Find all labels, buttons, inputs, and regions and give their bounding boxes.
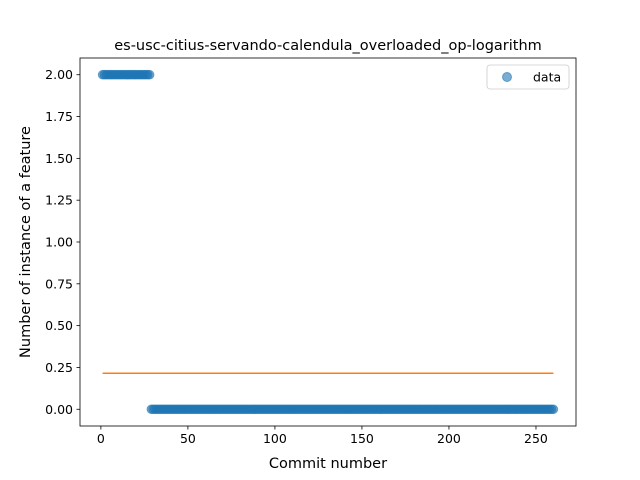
y-tick-label: 0.50 [45,318,73,333]
legend-label-data: data [533,70,561,85]
data-point [144,69,155,80]
legend: data [486,64,570,90]
y-tick-label: 0.25 [45,360,73,375]
x-axis-label: Commit number [269,456,387,472]
chart-title: es-usc-citius-servando-calendula_overloa… [114,38,542,54]
y-tick-label: 1.75 [45,109,73,124]
x-tick-label: 50 [180,431,196,446]
x-axis-ticks: 0 50 100 150 200 250 [97,426,548,446]
x-tick-label: 0 [97,431,105,446]
x-tick-label: 150 [350,431,374,446]
legend-box [486,64,570,90]
y-tick-label: 1.25 [45,193,73,208]
y-tick-label: 0.75 [45,276,73,291]
x-tick-label: 100 [263,431,287,446]
y-tick-label: 2.00 [45,67,73,82]
y-tick-label: 1.00 [45,235,73,250]
plot-frame [79,57,577,427]
x-tick-label: 200 [437,431,461,446]
y-axis-ticks: 0.00 0.25 0.50 0.75 1.00 1.25 1.50 1.75 2.00 [45,67,80,417]
y-tick-label: 0.00 [45,402,73,417]
x-tick-label: 250 [524,431,548,446]
y-axis-label: Number of instance of a feature [18,126,34,358]
data-point [548,404,559,415]
y-tick-label: 1.50 [45,151,73,166]
plot-marks [97,69,559,415]
legend-marker-data [502,72,512,82]
